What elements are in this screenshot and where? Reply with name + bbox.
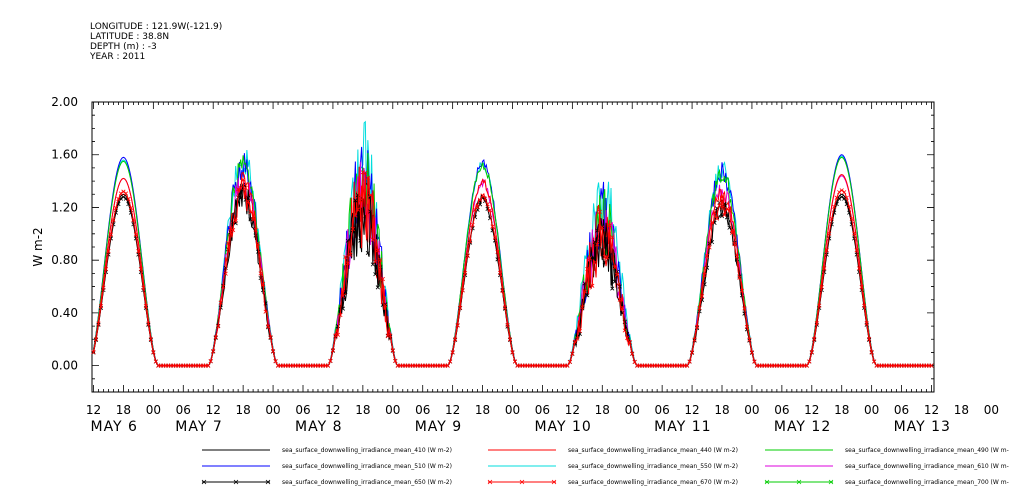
series-line-5 — [93, 120, 932, 367]
plot-series — [91, 120, 934, 368]
metadata-header: LONGITUDE : 121.9W(-121.9) LATITUDE : 38… — [90, 22, 222, 62]
x-tick-label: 12 — [804, 403, 819, 417]
y-tick-label: 2.00 — [51, 95, 78, 109]
x-tick-label: 12 — [445, 403, 460, 417]
x-tick-label: 12 — [565, 403, 580, 417]
legend-marker — [487, 479, 493, 485]
longitude-label: LONGITUDE : 121.9W(-121.9) — [90, 22, 223, 32]
series-line-6 — [93, 161, 932, 367]
series-line-3 — [93, 153, 932, 367]
plot-frame — [91, 101, 935, 393]
legend-entry: sea_surface_downwelling_irradiance_mean_… — [845, 463, 1009, 470]
y-axis-label: W m-2 — [31, 227, 45, 266]
x-tick-label: 00 — [505, 403, 520, 417]
x-day-label: MAY 8 — [295, 419, 342, 435]
series-markers-8 — [91, 170, 934, 368]
legend-marker — [828, 479, 834, 485]
x-day-label: MAY 6 — [90, 419, 137, 435]
legend-marker — [551, 479, 557, 485]
legend-marker — [201, 479, 207, 485]
x-tick-label: 00 — [146, 403, 161, 417]
x-tick-label: 18 — [116, 403, 131, 417]
x-tick-label: 12 — [86, 403, 101, 417]
legend-entry: sea_surface_downwelling_irradiance_mean_… — [282, 447, 452, 454]
x-tick-label: 00 — [625, 403, 640, 417]
series-line-1 — [93, 182, 932, 367]
x-tick-label: 12 — [325, 403, 340, 417]
x-tick-label: 12 — [924, 403, 939, 417]
plot-axes — [91, 101, 935, 393]
y-tick-label: 0.80 — [51, 253, 78, 267]
y-tick-label: 0.40 — [51, 306, 78, 320]
legend-entry: sea_surface_downwelling_irradiance_mean_… — [282, 463, 452, 470]
x-tick-label: 18 — [475, 403, 490, 417]
x-day-label: MAY 9 — [415, 419, 462, 435]
legend-marker — [233, 479, 239, 485]
legend-entry: sea_surface_downwelling_irradiance_mean_… — [568, 463, 738, 470]
x-tick-label: 06 — [535, 403, 550, 417]
x-day-label: MAY 7 — [175, 419, 222, 435]
x-tick-label: 00 — [265, 403, 280, 417]
legend-entry: sea_surface_downwelling_irradiance_mean_… — [282, 479, 452, 486]
x-day-label: MAY 13 — [894, 419, 951, 435]
x-tick-marks — [93, 102, 932, 392]
x-tick-label: 06 — [415, 403, 430, 417]
legend-entry: sea_surface_downwelling_irradiance_mean_… — [568, 447, 738, 454]
legend-marker — [265, 479, 271, 485]
series-line-2 — [93, 166, 932, 367]
x-tick-label: 18 — [834, 403, 849, 417]
legend-marker — [764, 479, 770, 485]
x-tick-label: 18 — [355, 403, 370, 417]
x-day-label: MAY 11 — [654, 419, 711, 435]
legend: sea_surface_downwelling_irradiance_mean_… — [201, 447, 1009, 486]
legend-entry: sea_surface_downwelling_irradiance_mean_… — [845, 447, 1009, 454]
x-tick-label: 12 — [206, 403, 221, 417]
x-tick-label: 00 — [385, 403, 400, 417]
x-tick-label: 00 — [864, 403, 879, 417]
depth-label: DEPTH (m) : -3 — [90, 42, 157, 52]
x-day-label: MAY 10 — [534, 419, 591, 435]
series-markers-7 — [91, 182, 934, 368]
x-tick-label: 18 — [954, 403, 969, 417]
x-tick-label: 12 — [684, 403, 699, 417]
series-line-7 — [93, 184, 932, 367]
legend-marker — [796, 479, 802, 485]
x-tick-label: 06 — [894, 403, 909, 417]
y-tick-label: 0.00 — [51, 359, 78, 373]
x-tick-label: 06 — [655, 403, 670, 417]
x-day-label: MAY 12 — [774, 419, 831, 435]
x-tick-label: 06 — [774, 403, 789, 417]
x-tick-label: 06 — [176, 403, 191, 417]
legend-entry: sea_surface_downwelling_irradiance_mean_… — [568, 479, 738, 486]
year-label: YEAR : 2011 — [90, 52, 146, 62]
series-line-8 — [93, 172, 932, 367]
x-tick-label: 18 — [236, 403, 251, 417]
plot-labels: 0.00 0.40 0.80 1.20 1.60 2.00 W m-2 12 18 00 06 12 1… — [31, 95, 999, 435]
series-line-4 — [93, 146, 932, 367]
y-tick-label: 1.60 — [51, 148, 78, 162]
legend-entry: sea_surface_downwelling_irradiance_mean_… — [845, 479, 1009, 486]
x-tick-label: 18 — [595, 403, 610, 417]
latitude-label: LATITUDE : 38.8N — [90, 32, 170, 42]
x-tick-label: 00 — [984, 403, 999, 417]
y-tick-label: 1.20 — [51, 200, 78, 214]
legend-marker — [519, 479, 525, 485]
x-tick-label: 06 — [295, 403, 310, 417]
x-tick-label: 18 — [714, 403, 729, 417]
x-tick-label: 00 — [744, 403, 759, 417]
y-tick-marks — [92, 101, 934, 393]
